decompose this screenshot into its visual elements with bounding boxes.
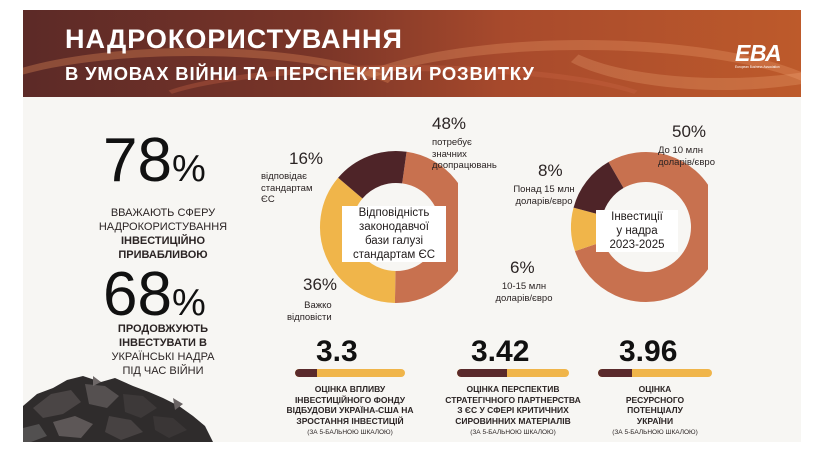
slice-label-line: Важко [304, 300, 332, 311]
score-bar [295, 369, 405, 377]
stat-line: ВВАЖАЮТЬ СФЕРУ [110, 207, 216, 219]
stat-line: ІНВЕСТУВАТИ В [119, 337, 207, 349]
score-bar [598, 369, 712, 377]
score-bar [457, 369, 569, 377]
score-bar-fill [457, 369, 508, 377]
slice-label: До 10 млн доларів/євро [658, 145, 715, 168]
slice-label: потребує значних доопрацювань [432, 137, 497, 172]
stat-percentage: 68% [103, 264, 206, 326]
banner-wave-decoration [143, 65, 663, 97]
center-label-line: Інвестиції [611, 211, 663, 223]
center-label-line: Відповідність [358, 207, 430, 219]
score-description: ОЦІНКА ВПЛИВУ ІНВЕСТИЦІЙНОГО ФОНДУ ВІДБУ… [260, 384, 440, 426]
donut-slice [574, 152, 708, 302]
stat-description: ВВАЖАЮТЬ СФЕРУ НАДРОКОРИСТУВАННЯ ІНВЕСТИ… [78, 206, 248, 262]
score-description-line: СИРОВИННИХ МАТЕРІАЛІВ [455, 415, 571, 426]
slice-label-line: 10-15 млн [501, 281, 547, 292]
center-label-line: бази галузі [364, 235, 424, 247]
slice-label-line: значних [432, 148, 467, 160]
score-description-line: УКРАЇНИ [636, 415, 674, 426]
stat-value: 78 [103, 126, 172, 195]
slice-percent-label: 8% [538, 161, 563, 180]
banner-wave-decoration [23, 48, 423, 97]
stat-value: 68 [103, 260, 172, 329]
donut-chart-investments [571, 152, 708, 302]
score-description-line: З ЄС У СФЕРІ КРИТИЧНИХ [457, 405, 569, 415]
infographic-card: НАДРОКОРИСТУВАННЯ В УМОВАХ ВІЙНИ ТА ПЕРС… [23, 10, 801, 442]
slice-percent-label: 6% [510, 258, 535, 277]
slice-label: Важко відповісти [287, 300, 332, 323]
center-label-line: законодавчої [359, 221, 429, 233]
slice-label-line: стандартам [261, 182, 313, 194]
logo-wordmark: ЕВА [735, 40, 782, 66]
score-description-line: СТРАТЕГІЧНОГО ПАРТНЕРСТВА [445, 394, 581, 405]
donut-center-label: Відповідність законодавчої бази галузі с… [342, 206, 446, 262]
score-description-line: ОЦІНКА [638, 384, 672, 394]
score-description-line: ОЦІНКА ВПЛИВУ [314, 384, 386, 394]
score-value: 3.96 [619, 335, 678, 368]
stat-unit: % [171, 282, 206, 324]
center-label-line: у надра [616, 225, 658, 237]
slice-label-line: відповідає [261, 171, 307, 182]
slice-label-line: ЄС [261, 194, 275, 205]
score-value: 3.42 [471, 335, 530, 368]
slice-percent-label: 16% [289, 149, 324, 168]
donut-center-label: Інвестиції у надра 2023-2025 [596, 210, 678, 252]
donut-slice [338, 151, 407, 200]
slice-label-line: Понад 15 млн [513, 184, 575, 195]
slice-label-line: відповісти [287, 311, 332, 323]
donut-slice [573, 162, 625, 217]
score-description-line: ОЦІНКА ПЕРСПЕКТИВ [466, 384, 560, 394]
stat-line: НАДРОКОРИСТУВАННЯ [98, 221, 228, 233]
donut-slice [394, 151, 458, 303]
coal-rocks-illustration [23, 376, 213, 442]
slice-label: Понад 15 млн доларів/євро [501, 184, 587, 207]
slice-percent-label: 36% [303, 275, 338, 294]
score-description-line: ПОТЕНЦІАЛУ [627, 405, 683, 415]
donut-slice [571, 207, 604, 252]
stat-line: ПІД ЧАС ВІЙНИ [122, 365, 204, 377]
slice-label-line: доопрацювань [432, 160, 497, 171]
score-scale-note: (ЗА 5-БАЛЬНОЮ ШКАЛОЮ) [307, 429, 393, 436]
slice-label: відповідає стандартам ЄС [261, 171, 313, 206]
slice-label-line: доларів/євро [658, 156, 715, 168]
score-description-line: ЗРОСТАННЯ ІНВЕСТИЦІЙ [296, 415, 404, 426]
slice-label-line: доларів/євро [515, 195, 573, 207]
stat-unit: % [171, 148, 206, 190]
slice-label-line: потребує [432, 137, 472, 148]
score-scale-note: (ЗА 5-БАЛЬНОЮ ШКАЛОЮ) [612, 429, 698, 436]
slice-label-line: До 10 млн [658, 145, 703, 156]
donut-slice [320, 177, 397, 303]
score-scale-note: (ЗА 5-БАЛЬНОЮ ШКАЛОЮ) [470, 429, 556, 436]
stat-description: ПРОДОВЖУЮТЬ ІНВЕСТУВАТИ В УКРАЇНСЬКІ НАД… [78, 322, 248, 378]
donut-chart-eu-compliance [320, 151, 458, 303]
slice-percent-label: 50% [672, 122, 707, 141]
score-description: ОЦІНКА ПЕРСПЕКТИВ СТРАТЕГІЧНОГО ПАРТНЕРС… [421, 384, 605, 426]
score-description-line: ВІДБУДОВИ УКРАЇНА-США НА [286, 405, 414, 415]
page-subtitle: В УМОВАХ ВІЙНИ ТА ПЕРСПЕКТИВИ РОЗВИТКУ [65, 63, 535, 84]
stat-line: ПРИВАБЛИВОЮ [118, 249, 208, 261]
score-bar-fill [295, 369, 317, 377]
stat-line: ПРОДОВЖУЮТЬ [117, 323, 209, 335]
stat-line: УКРАЇНСЬКІ НАДРА [111, 351, 215, 363]
center-label-line: 2023-2025 [609, 239, 665, 251]
score-description-line: ІНВЕСТИЦІЙНОГО ФОНДУ [294, 394, 406, 405]
header-banner: НАДРОКОРИСТУВАННЯ В УМОВАХ ВІЙНИ ТА ПЕРС… [23, 10, 801, 97]
stat-percentage: 78% [103, 130, 206, 192]
center-label-line: стандартам ЄС [352, 249, 436, 261]
logo-tagline: European Business Association [735, 65, 780, 69]
score-value: 3.3 [316, 335, 358, 368]
score-description-line: РЕСУРСНОГО [625, 394, 685, 405]
slice-label: 10-15 млн доларів/євро [492, 281, 556, 304]
score-bar-fill [598, 369, 633, 377]
slice-percent-label: 48% [432, 114, 467, 133]
slice-label-line: доларів/євро [495, 292, 553, 304]
eba-logo: ЕВА European Business Association [735, 40, 791, 74]
page-title: НАДРОКОРИСТУВАННЯ [65, 24, 403, 54]
score-description: ОЦІНКА РЕСУРСНОГО ПОТЕНЦІАЛУ УКРАЇНИ [575, 384, 735, 426]
stat-line: ІНВЕСТИЦІЙНО [120, 235, 206, 247]
